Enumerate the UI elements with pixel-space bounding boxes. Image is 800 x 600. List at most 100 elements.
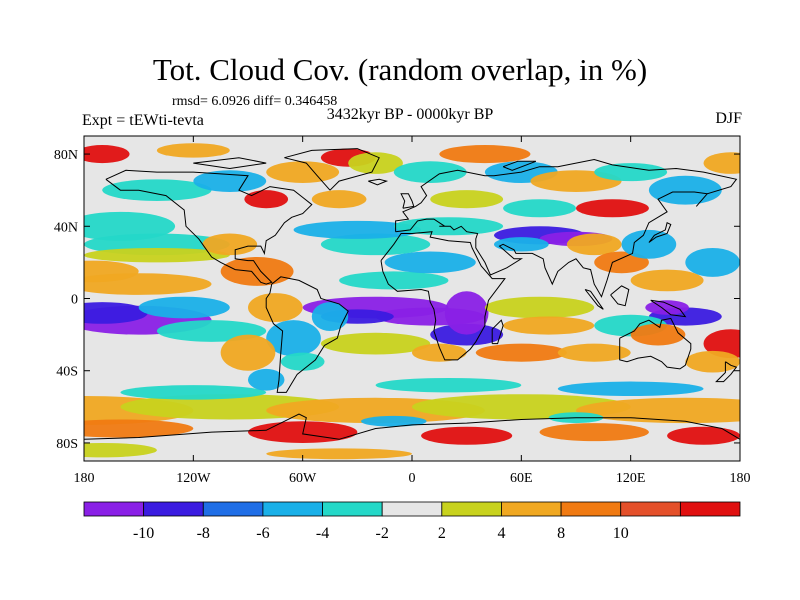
coastline (400, 193, 415, 209)
colorbar-swatch (83, 501, 145, 517)
map-ticks: 180 120W 60W 0 60E 120E 180 80N 40N 0 40S 80S (54, 136, 751, 486)
anomaly-patch (84, 211, 176, 241)
colorbar-swatch (262, 501, 323, 517)
lat-tick-label: 40N (54, 220, 78, 235)
anomaly-patch (685, 247, 740, 277)
anomaly-patch (293, 220, 422, 239)
anomaly-patch (630, 323, 686, 346)
colorbar-label: -6 (256, 525, 269, 542)
map-title: Tot. Cloud Cov. (random overlap, in %) (152, 52, 648, 87)
anomaly-patch (393, 161, 467, 183)
coastline (105, 169, 313, 285)
stats-text: rmsd= 6.0926 diff= 0.346458 (172, 94, 338, 109)
anomaly-patch (348, 152, 403, 174)
anomaly-patch (594, 163, 668, 182)
coastline (715, 361, 738, 383)
lon-tick-label: 60W (289, 471, 317, 486)
anomaly-patch (84, 419, 194, 438)
anomaly-patch (667, 426, 740, 445)
lat-tick-label: 80S (56, 437, 78, 452)
colorbar-swatch (143, 501, 204, 517)
anomaly-patch (703, 152, 740, 174)
colorbar-label: -8 (197, 525, 210, 542)
colorbar-label: 8 (557, 525, 565, 542)
anomaly-patch (576, 199, 649, 218)
coastline (619, 317, 692, 370)
coastline (265, 276, 349, 393)
anomaly-patch (339, 271, 449, 290)
anomaly-patch (444, 291, 489, 335)
anomaly-patch (311, 302, 349, 331)
anomaly-patch (266, 161, 340, 183)
anomaly-patch (430, 190, 504, 209)
anomaly-patch (84, 145, 130, 164)
map-plot-area (84, 136, 740, 461)
anomaly-patch (320, 332, 431, 355)
anomaly-patch (156, 143, 230, 158)
anomaly-patch (685, 350, 740, 373)
colorbar-swatch (560, 501, 622, 517)
anomaly-patch (384, 251, 476, 274)
anomaly-patch (503, 316, 595, 335)
coastline (395, 158, 738, 298)
anomaly-patch (102, 179, 212, 202)
anomaly-patch (84, 247, 230, 263)
anomaly-patch (311, 190, 367, 209)
colorbar-label: 2 (438, 525, 446, 542)
colorbar-swatch (381, 501, 443, 517)
anomaly-patch (202, 233, 258, 256)
lat-tick-label: 80N (54, 148, 78, 163)
lon-tick-label: 60E (510, 471, 533, 486)
lon-tick-label: 180 (74, 471, 95, 486)
anomaly-patch (439, 145, 531, 164)
anomaly-patch (703, 329, 740, 359)
anomaly-patch (280, 352, 325, 371)
anomaly-patch (475, 343, 567, 362)
coastline (284, 148, 380, 191)
anomaly-patch (244, 190, 289, 209)
colorbar: -10 -8 -6 -4 -2 2 4 8 10 (83, 501, 741, 542)
coastlines (84, 148, 740, 440)
coastline (502, 160, 537, 171)
anomaly-patch (412, 343, 467, 362)
coastline (584, 289, 604, 310)
anomaly-patch (557, 343, 631, 362)
anomaly-patch (84, 302, 148, 324)
lon-tick-label: 120W (176, 471, 211, 486)
colorbar-label: -4 (316, 525, 329, 542)
anomaly-patch (248, 368, 285, 391)
anomaly-patch (375, 377, 522, 393)
coastline (610, 285, 630, 307)
anomaly-patch (621, 229, 677, 259)
lat-tick-label: 40S (56, 365, 78, 380)
period-label: 3432kyr BP - 0000kyr BP (326, 106, 494, 123)
anomaly-patch (266, 448, 412, 460)
coastline (368, 178, 389, 186)
coastline (650, 299, 687, 318)
anomaly-patch (360, 415, 427, 427)
colorbar-swatch (501, 501, 562, 517)
colorbar-swatch (202, 501, 264, 517)
anomaly-patch (248, 293, 303, 322)
colorbar-swatch (441, 501, 502, 517)
anomaly-patch (421, 426, 513, 445)
lon-tick-label: 120E (616, 471, 646, 486)
colorbar-swatch (322, 501, 383, 517)
anomaly-patch (503, 199, 576, 218)
colorbar-swatch (679, 501, 741, 517)
lon-tick-label: 180 (730, 471, 751, 486)
coastline (84, 413, 740, 440)
anomaly-patch (539, 423, 649, 442)
colorbar-label: 4 (497, 525, 505, 542)
colorbar-label: -10 (133, 525, 154, 542)
colorbar-label: -2 (376, 525, 389, 542)
coastline (491, 319, 504, 345)
anomaly-patch (493, 237, 549, 252)
anomaly-patch (320, 233, 431, 256)
anomaly-patch (220, 334, 276, 371)
lat-tick-label: 0 (71, 293, 78, 308)
anomaly-patch (594, 251, 649, 274)
colorbar-swatch (620, 501, 681, 517)
anomaly-patch (566, 233, 622, 256)
